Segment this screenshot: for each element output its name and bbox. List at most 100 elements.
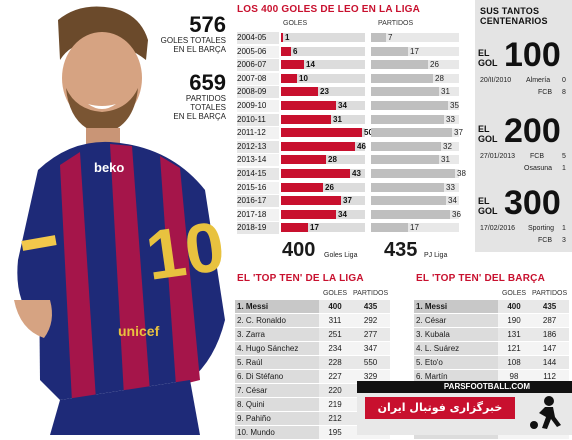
- goals-bar: [281, 155, 326, 164]
- milestone-score: 3: [562, 237, 566, 244]
- goals-cell: 121: [498, 341, 530, 356]
- matches-value-label: 17: [410, 223, 419, 232]
- matches-value-label: 34: [448, 196, 457, 205]
- goals-cell: 98: [498, 369, 530, 384]
- milestones-title-1: SUS TANTOS: [480, 6, 540, 16]
- goals-bar: [281, 169, 350, 178]
- milestone-number: 100: [504, 36, 561, 74]
- milestone-pre-1: EL: [478, 124, 490, 134]
- player-silhouette-icon: [530, 396, 561, 429]
- watermark-banner: PARSFOOTBALL.COM خبرگزاری فوتبال ایران: [357, 381, 572, 435]
- table-row: 3. Zarra 251 277: [235, 327, 391, 342]
- milestone-score: 1: [562, 225, 566, 232]
- goals-cell: 212: [319, 411, 351, 426]
- milestone-date: 17/02/2016: [480, 225, 516, 232]
- milestone-pre-1: EL: [478, 48, 490, 58]
- matches-bar: [371, 128, 452, 137]
- goals-bar: [281, 115, 331, 124]
- goals-value-label: 37: [343, 196, 352, 205]
- matches-bar: [371, 87, 439, 96]
- milestone-team: FCB: [530, 153, 544, 160]
- matches-cell: 186: [530, 327, 570, 342]
- table-row: 3. Kubala 131 186: [414, 327, 570, 342]
- goals-caption-1: GOLES TOTALES: [160, 36, 226, 45]
- goals-cell: 190: [498, 313, 530, 328]
- milestone-pre-2: GOL: [478, 134, 498, 144]
- matches-value-label: 31: [441, 87, 450, 96]
- season-row-bg: [237, 168, 279, 180]
- goals-value-label: 14: [306, 60, 315, 69]
- column-header: GOLES: [501, 290, 527, 297]
- goals-cell: 311: [319, 313, 351, 328]
- season-row-bg: [237, 114, 279, 126]
- goals-cell: 251: [319, 327, 351, 342]
- season-label: 2011-12: [237, 128, 266, 137]
- goals-bar-track: [281, 47, 365, 56]
- matches-bar: [371, 223, 408, 232]
- table-row: 1. Messi 400 435: [235, 300, 391, 314]
- season-label: 2015-16: [237, 183, 267, 192]
- goals-bar-track: [281, 74, 365, 83]
- column-header: PARTIDOS: [532, 290, 568, 297]
- goals-cell: 195: [319, 425, 351, 440]
- milestone-team: FCB: [538, 237, 552, 244]
- goles-total-label: Goles Liga: [324, 252, 358, 259]
- matches-cell: 144: [530, 355, 570, 370]
- season-row-bg: [237, 222, 279, 234]
- player-name: 6. Di Stéfano: [235, 369, 319, 384]
- matches-value-label: 17: [410, 47, 419, 56]
- season-label: 2017-18: [237, 210, 267, 219]
- season-row-bg: [237, 86, 279, 98]
- matches-bar-track: [371, 47, 459, 56]
- season-row-bg: [237, 209, 279, 221]
- milestone-date: 20/II/2010: [480, 77, 512, 84]
- goles-header: GOLES: [283, 20, 308, 27]
- goals-bar: [281, 210, 336, 219]
- milestone-score: 5: [562, 153, 566, 160]
- matches-cell: 292: [351, 313, 391, 328]
- column-header: GOLES: [322, 290, 348, 297]
- table-header-row: GOLES PARTIDOS: [235, 287, 390, 300]
- milestone-team: Sporting: [528, 225, 555, 232]
- milestones-title-2: CENTENARIOS: [480, 16, 548, 26]
- column-header: [414, 287, 498, 300]
- goals-cell: 228: [319, 355, 351, 370]
- matches-value-label: 31: [441, 155, 450, 164]
- goals-bar: [281, 60, 304, 69]
- milestone-score: 1: [562, 165, 566, 172]
- matches-caption-1: PARTIDOS TOTALES: [185, 94, 226, 112]
- table-row: 1. Messi 400 435: [414, 300, 570, 314]
- partidos-total: 435: [384, 239, 418, 261]
- matches-bar: [371, 74, 433, 83]
- table-row: 6. Martín 98 112: [414, 369, 570, 384]
- milestone-pre-2: GOL: [478, 58, 498, 68]
- matches-value-label: 38: [457, 169, 466, 178]
- goals-bar: [281, 128, 362, 137]
- goals-value-label: 50: [364, 128, 373, 137]
- goals-value-label: 10: [299, 74, 308, 83]
- goals-bar-track: [281, 60, 365, 69]
- matches-bar: [371, 60, 428, 69]
- matches-bar: [371, 33, 386, 42]
- player-name: 5. Raúl: [235, 355, 319, 370]
- table-row: 5. Eto'o 108 144: [414, 355, 570, 370]
- player-name: 1. Messi: [235, 300, 319, 314]
- goals-bar: [281, 47, 291, 56]
- partidos-total-label: PJ Liga: [424, 252, 448, 259]
- matches-value-label: 32: [443, 142, 452, 151]
- player-name: 3. Zarra: [235, 327, 319, 342]
- goals-cell: 219: [319, 397, 351, 412]
- player-name: 8. Quini: [235, 397, 319, 412]
- goals-cell: 220: [319, 383, 351, 398]
- goals-bar: [281, 183, 323, 192]
- season-row-bg: [237, 100, 279, 112]
- season-label: 2016-17: [237, 196, 267, 205]
- player-name: 6. Martín: [414, 369, 498, 384]
- goals-caption-2: EN EL BARÇA: [173, 45, 226, 54]
- player-name: 4. L. Suárez: [414, 341, 498, 356]
- goals-value-label: 23: [320, 87, 329, 96]
- milestone-300: EL GOL 300 17/02/2016 Sporting 1 FCB 3: [478, 182, 570, 252]
- goals-value-label: 31: [333, 115, 342, 124]
- table-row: 4. Hugo Sánchez 234 347: [235, 341, 391, 356]
- goals-bar-track: [281, 33, 365, 42]
